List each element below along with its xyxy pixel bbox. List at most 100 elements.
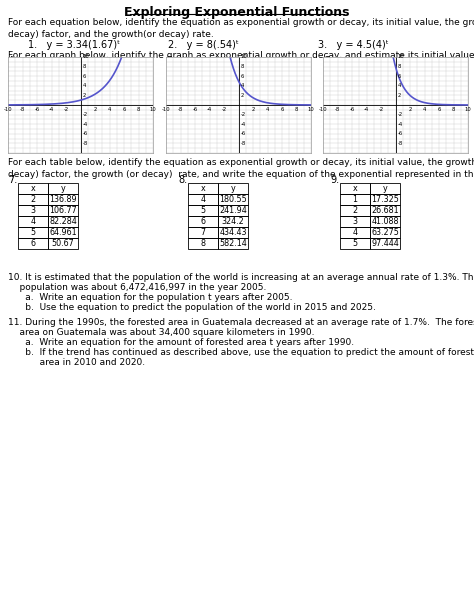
- Text: 241.94: 241.94: [219, 206, 247, 215]
- Bar: [18, 238, 48, 249]
- Text: 4: 4: [266, 107, 269, 112]
- Bar: [218, 183, 248, 194]
- Bar: [48, 183, 78, 194]
- Text: -10: -10: [162, 107, 170, 112]
- Text: 9.: 9.: [330, 175, 339, 185]
- Text: b.  If the trend has continued as described above, use the equation to predict t: b. If the trend has continued as describ…: [8, 348, 474, 357]
- Text: 8: 8: [201, 239, 206, 248]
- Text: 2: 2: [398, 93, 401, 98]
- Bar: [370, 194, 400, 205]
- Text: 5: 5: [201, 206, 206, 215]
- Text: 5.: 5.: [166, 56, 175, 66]
- Text: -6: -6: [241, 131, 246, 136]
- Text: -2: -2: [82, 112, 88, 117]
- Text: 7: 7: [201, 228, 206, 237]
- Text: 6: 6: [30, 239, 36, 248]
- Bar: [188, 183, 218, 194]
- Text: -4: -4: [49, 107, 54, 112]
- Text: For each graph below, identify the graph as exponential growth or decay, and est: For each graph below, identify the graph…: [8, 51, 474, 60]
- Text: 1: 1: [353, 195, 357, 204]
- Text: 10: 10: [308, 107, 314, 112]
- Bar: [188, 238, 218, 249]
- Text: a.  Write an equation for the population t years after 2005.: a. Write an equation for the population …: [8, 293, 292, 302]
- Text: 1.   y = 3.34(1.67)ᵗ: 1. y = 3.34(1.67)ᵗ: [28, 40, 120, 50]
- Text: 6: 6: [201, 217, 206, 226]
- Bar: [218, 194, 248, 205]
- Text: -6: -6: [398, 131, 403, 136]
- Text: 4.: 4.: [8, 56, 17, 66]
- Bar: [188, 227, 218, 238]
- Text: -8: -8: [178, 107, 183, 112]
- Text: a.  Write an equation for the amount of forested area t years after 1990.: a. Write an equation for the amount of f…: [8, 338, 354, 347]
- Bar: [188, 205, 218, 216]
- Text: 2: 2: [241, 93, 244, 98]
- Bar: [48, 194, 78, 205]
- Bar: [370, 238, 400, 249]
- Bar: [48, 238, 78, 249]
- Text: -8: -8: [398, 141, 403, 146]
- Bar: [18, 183, 48, 194]
- Text: -6: -6: [35, 107, 40, 112]
- Bar: [340, 194, 370, 205]
- Text: 2: 2: [353, 206, 357, 215]
- Text: 26.681: 26.681: [371, 206, 399, 215]
- Text: 582.14: 582.14: [219, 239, 247, 248]
- Text: -4: -4: [364, 107, 369, 112]
- Text: 8: 8: [398, 64, 401, 69]
- Text: 50.67: 50.67: [52, 239, 74, 248]
- Text: 2: 2: [93, 107, 97, 112]
- Bar: [18, 205, 48, 216]
- Bar: [370, 205, 400, 216]
- Text: 97.444: 97.444: [371, 239, 399, 248]
- Text: 2: 2: [82, 93, 86, 98]
- Text: 434.43: 434.43: [219, 228, 247, 237]
- Text: 10: 10: [241, 55, 247, 59]
- Text: 3: 3: [30, 206, 36, 215]
- Bar: [18, 227, 48, 238]
- Text: 10: 10: [82, 55, 90, 59]
- Text: -4: -4: [207, 107, 212, 112]
- Text: 4: 4: [108, 107, 111, 112]
- Text: 10. It is estimated that the population of the world is increasing at an average: 10. It is estimated that the population …: [8, 273, 474, 282]
- Text: -6: -6: [82, 131, 88, 136]
- Text: 4: 4: [423, 107, 426, 112]
- Text: 7.: 7.: [8, 175, 17, 185]
- Bar: [218, 238, 248, 249]
- Text: -8: -8: [335, 107, 340, 112]
- Bar: [218, 216, 248, 227]
- Text: 8: 8: [295, 107, 298, 112]
- Text: 2: 2: [251, 107, 255, 112]
- Text: 4: 4: [82, 83, 86, 88]
- Text: 3.   y = 4.5(4)ᵗ: 3. y = 4.5(4)ᵗ: [318, 40, 389, 50]
- Text: 2: 2: [30, 195, 36, 204]
- Text: 136.89: 136.89: [49, 195, 77, 204]
- Bar: [48, 205, 78, 216]
- Text: For each table below, identify the equation as exponential growth or decay, its : For each table below, identify the equat…: [8, 158, 474, 179]
- Text: 8: 8: [452, 107, 455, 112]
- Bar: [370, 227, 400, 238]
- Bar: [18, 194, 48, 205]
- Text: -2: -2: [378, 107, 383, 112]
- Text: 63.275: 63.275: [371, 228, 399, 237]
- Text: -2: -2: [398, 112, 403, 117]
- Text: 6: 6: [438, 107, 441, 112]
- Text: 4: 4: [30, 217, 36, 226]
- Text: -8: -8: [82, 141, 88, 146]
- Text: 5: 5: [30, 228, 36, 237]
- Text: b.  Use the equation to predict the population of the world in 2015 and 2025.: b. Use the equation to predict the popul…: [8, 303, 376, 312]
- Text: -10: -10: [4, 107, 12, 112]
- Bar: [218, 227, 248, 238]
- Text: 4: 4: [398, 83, 401, 88]
- Text: 8: 8: [137, 107, 140, 112]
- Text: 180.55: 180.55: [219, 195, 247, 204]
- Text: 64.961: 64.961: [49, 228, 77, 237]
- Text: 106.77: 106.77: [49, 206, 77, 215]
- Bar: [340, 238, 370, 249]
- Text: -4: -4: [82, 122, 88, 127]
- Text: 10: 10: [150, 107, 156, 112]
- Text: 2: 2: [408, 107, 412, 112]
- Bar: [370, 183, 400, 194]
- Text: x: x: [201, 184, 205, 193]
- Text: -4: -4: [398, 122, 403, 127]
- Bar: [18, 216, 48, 227]
